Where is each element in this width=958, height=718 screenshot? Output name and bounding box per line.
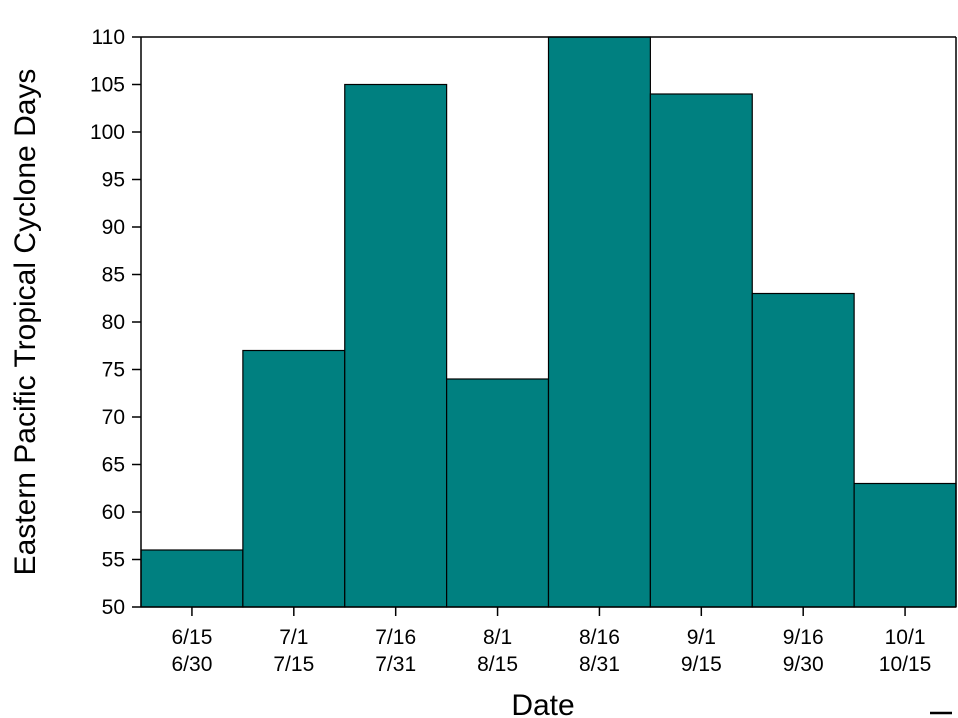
y-tick-label: 70 xyxy=(102,406,125,429)
x-tick-label: 6/30 xyxy=(172,653,213,676)
x-axis-title: Date xyxy=(511,689,574,718)
x-tick-label: 9/16 xyxy=(783,626,824,649)
bar-7 xyxy=(751,292,855,608)
x-tick-label: 9/15 xyxy=(681,653,722,676)
y-tick-label: 60 xyxy=(102,501,125,524)
y-tick-label: 100 xyxy=(90,121,125,144)
x-tick-label: 6/15 xyxy=(172,626,213,649)
y-tick-label: 55 xyxy=(102,549,125,572)
x-tick-label: 8/31 xyxy=(579,653,620,676)
bar-2 xyxy=(242,349,346,608)
x-tick-label: 9/1 xyxy=(687,626,716,649)
y-ticks-group: 50 55 60 65 70 75 80 85 90 95 100 105 110 xyxy=(90,26,141,619)
x-tick-label: 10/1 xyxy=(885,626,926,649)
x-tick-label: 7/1 xyxy=(279,626,308,649)
bar-1 xyxy=(140,549,244,608)
y-tick-label: 105 xyxy=(90,74,125,97)
y-tick-label: 90 xyxy=(102,216,125,239)
y-tick-label: 75 xyxy=(102,359,125,382)
y-tick-label: 110 xyxy=(92,26,125,49)
bar-3 xyxy=(344,83,448,608)
x-tick-label: 7/31 xyxy=(375,653,416,676)
y-tick-label: 80 xyxy=(102,311,125,334)
bars-group xyxy=(140,36,957,608)
bar-5 xyxy=(547,36,651,608)
y-tick-label: 50 xyxy=(102,596,125,619)
bar-4 xyxy=(446,378,550,608)
x-ticks-group: 6/15 6/30 7/1 7/15 7/16 7/31 8/1 8/15 8/16 8/31 9/… xyxy=(172,607,932,676)
y-axis-title: Eastern Pacific Tropical Cyclone Days xyxy=(9,69,42,576)
x-tick-label: 8/16 xyxy=(579,626,620,649)
bar-6 xyxy=(649,93,753,608)
x-tick-label: 10/15 xyxy=(879,653,932,676)
x-tick-label: 8/15 xyxy=(477,653,518,676)
x-tick-label: 7/16 xyxy=(375,626,416,649)
x-tick-label: 9/30 xyxy=(783,653,824,676)
y-tick-label: 95 xyxy=(102,169,125,192)
x-tick-label: 7/15 xyxy=(273,653,314,676)
bar-8 xyxy=(853,482,957,608)
x-tick-label: 8/1 xyxy=(483,626,512,649)
y-tick-label: 85 xyxy=(102,264,125,287)
y-tick-label: 65 xyxy=(102,454,125,477)
